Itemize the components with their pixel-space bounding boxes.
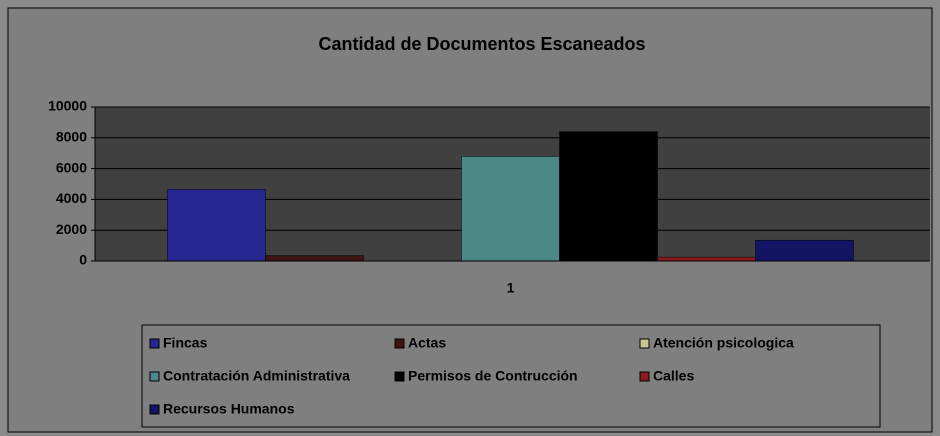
legend-swatch (149, 404, 160, 415)
bar (461, 156, 560, 262)
legend-swatch (394, 371, 405, 382)
y-tick-label: 10000 (48, 98, 87, 114)
legend-label: Recursos Humanos (163, 401, 295, 417)
y-tick-label: 8000 (56, 129, 87, 145)
legend-swatch (639, 371, 650, 382)
y-tick-label: 2000 (56, 221, 87, 237)
bar (167, 189, 266, 262)
y-tick-label: 6000 (56, 159, 87, 175)
y-tick-label: 4000 (56, 190, 87, 206)
legend-box (141, 324, 881, 428)
legend-swatch (394, 338, 405, 349)
legend-swatch (149, 371, 160, 382)
bar (755, 239, 854, 262)
x-tick-label: 1 (507, 280, 515, 296)
y-tick-label: 0 (79, 252, 87, 268)
bar (657, 256, 756, 262)
legend-label: Contratación Administrativa (163, 368, 350, 384)
legend-label: Permisos de Contrucción (408, 368, 578, 384)
legend-label: Atención psicologica (653, 335, 794, 351)
bar (265, 255, 364, 262)
legend-label: Actas (408, 335, 446, 351)
chart-title: Cantidad de Documentos Escaneados (318, 34, 645, 54)
legend-label: Calles (653, 368, 694, 384)
legend-swatch (639, 338, 650, 349)
legend-swatch (149, 338, 160, 349)
legend-label: Fincas (163, 335, 208, 351)
bar (559, 131, 658, 262)
